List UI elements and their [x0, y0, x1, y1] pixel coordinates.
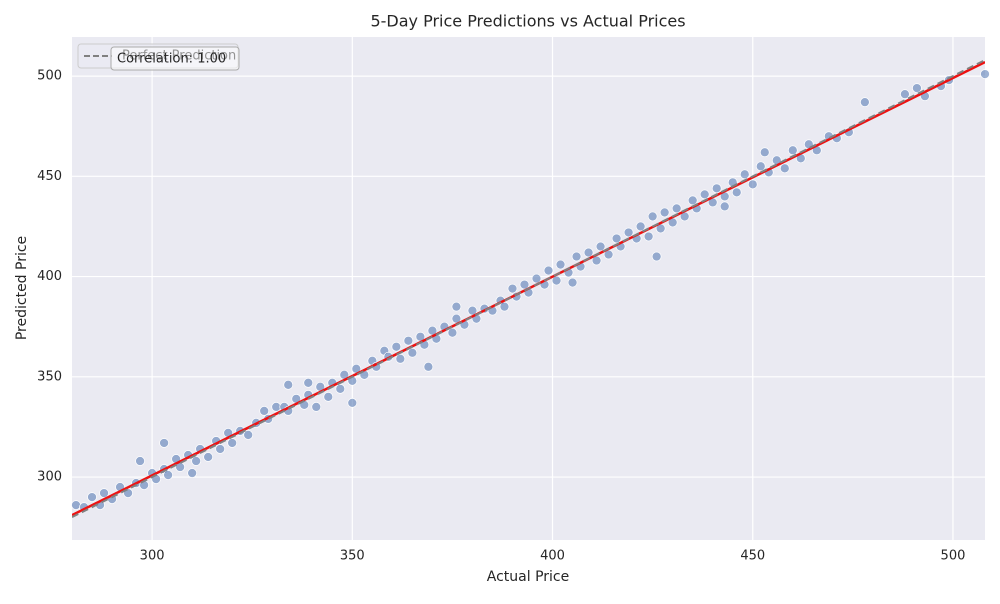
y-tick-label: 300	[37, 470, 62, 485]
point	[423, 361, 434, 372]
point	[323, 392, 334, 402]
point	[555, 259, 566, 270]
point	[227, 438, 238, 448]
point	[611, 233, 622, 244]
point	[731, 187, 742, 198]
point	[787, 145, 798, 156]
point	[71, 500, 81, 510]
reference-line	[72, 59, 985, 519]
point	[447, 327, 458, 338]
point	[335, 383, 346, 394]
point	[647, 211, 658, 222]
point	[407, 347, 418, 358]
point	[567, 277, 578, 288]
point	[303, 377, 314, 388]
point	[699, 189, 710, 200]
point	[980, 69, 990, 79]
point	[159, 438, 169, 448]
point	[403, 335, 414, 346]
y-tick-label: 450	[37, 169, 62, 184]
point	[571, 251, 582, 262]
point	[860, 97, 870, 108]
x-tick-label: 500	[941, 549, 966, 564]
point	[519, 279, 530, 290]
point	[543, 265, 554, 276]
point	[747, 179, 758, 190]
point	[583, 247, 594, 258]
annotation: Correlation: 1.00	[117, 52, 226, 67]
point	[739, 169, 750, 180]
x-tick-label: 300	[140, 549, 165, 564]
point	[283, 379, 294, 390]
point	[912, 83, 922, 93]
point	[347, 398, 358, 408]
point	[623, 227, 634, 238]
point	[99, 488, 109, 498]
y-axis-label: Predicted Price	[14, 236, 30, 340]
point	[243, 430, 254, 440]
point	[900, 89, 910, 99]
y-tick-label: 400	[37, 269, 62, 284]
point	[191, 456, 201, 466]
point	[755, 161, 766, 172]
point	[779, 163, 790, 174]
point	[203, 452, 213, 462]
point	[531, 273, 542, 284]
y-tick-label: 350	[37, 369, 62, 384]
point	[659, 207, 670, 218]
y-tick-label: 500	[37, 69, 62, 84]
point	[311, 402, 322, 412]
point	[595, 241, 606, 252]
point	[271, 402, 282, 412]
point	[391, 341, 402, 352]
point	[635, 221, 646, 232]
point	[187, 468, 197, 478]
x-axis-label: Actual Price	[487, 569, 569, 585]
point	[711, 183, 722, 194]
point	[259, 406, 270, 416]
point	[135, 456, 145, 466]
point	[671, 203, 682, 214]
point	[87, 492, 97, 502]
point	[451, 301, 462, 312]
annotation-box	[110, 46, 240, 71]
point	[759, 147, 770, 158]
point	[215, 444, 226, 454]
point	[719, 201, 730, 212]
x-tick-label: 400	[540, 549, 565, 564]
point	[395, 353, 406, 364]
point	[643, 231, 654, 242]
point	[687, 195, 698, 206]
point	[499, 301, 510, 312]
point	[507, 283, 518, 294]
x-tick-label: 450	[740, 549, 765, 564]
chart-title: 5-Day Price Predictions vs Actual Prices	[370, 12, 685, 31]
x-tick-label: 350	[340, 549, 365, 564]
point	[651, 251, 662, 262]
point	[163, 470, 173, 480]
